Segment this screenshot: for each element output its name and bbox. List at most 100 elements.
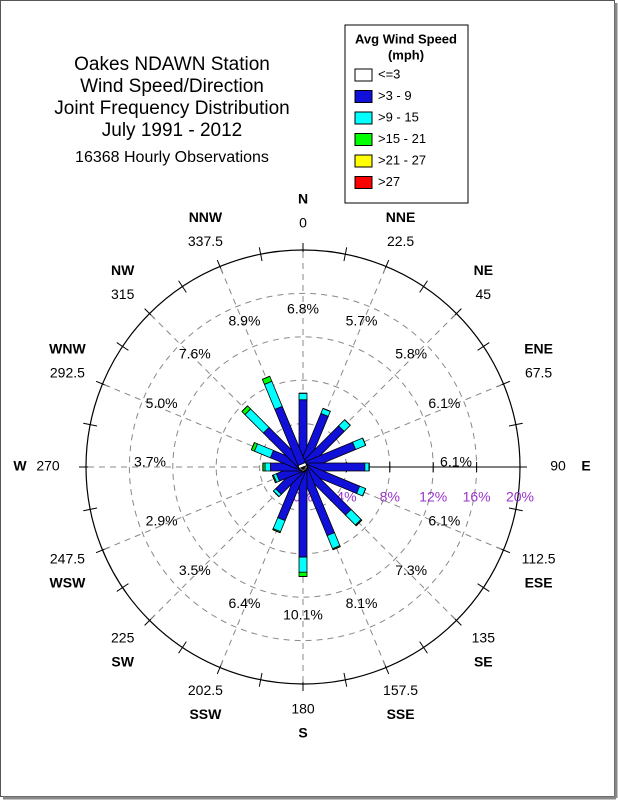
compass-label: W <box>13 458 27 474</box>
circle-tick <box>258 672 263 687</box>
title-line: Joint Frequency Distribution <box>54 98 290 119</box>
angle-label: 112.5 <box>522 551 556 567</box>
circle-tick <box>477 342 490 351</box>
compass-label: NNW <box>189 209 223 225</box>
direction-total: 8.9% <box>228 312 260 328</box>
circle-tick <box>116 342 129 351</box>
direction-total: 6.1% <box>440 454 472 470</box>
petal-segment <box>262 375 270 380</box>
circle-tick <box>178 280 187 293</box>
petal-segment <box>344 419 351 426</box>
direction-total: 3.7% <box>134 454 166 470</box>
circle-tick <box>343 672 348 687</box>
radial-tick-label: 16% <box>463 489 491 505</box>
compass-label: ENE <box>524 341 553 357</box>
legend-swatch <box>354 176 373 189</box>
direction-total: 5.0% <box>146 395 178 411</box>
radial-tick-label: 12% <box>419 489 447 505</box>
compass-label: N <box>298 191 308 207</box>
circle-tick <box>83 422 98 427</box>
compass-label: SW <box>111 654 134 670</box>
petal-segment <box>298 571 308 577</box>
petal-segment <box>298 392 308 401</box>
legend-label: >3 - 9 <box>378 88 412 103</box>
legend-label: >9 - 15 <box>378 109 419 124</box>
legend-label: >15 - 21 <box>378 131 426 146</box>
circle-tick <box>477 583 490 592</box>
compass-label: SSE <box>387 706 415 722</box>
radial-tick-label: 20% <box>506 489 534 505</box>
angle-label: 157.5 <box>383 682 418 698</box>
petal-segment <box>362 488 367 497</box>
circle-tick <box>508 422 523 427</box>
petal-segment <box>332 546 341 551</box>
compass-label: E <box>581 458 590 474</box>
legend-swatch <box>354 111 373 125</box>
petal-segment <box>250 442 255 451</box>
angle-label: 247.5 <box>50 551 85 567</box>
direction-total: 10.1% <box>283 607 323 623</box>
circle-tick <box>116 583 129 592</box>
angle-label: 292.5 <box>50 365 85 381</box>
petal-segment <box>264 462 271 472</box>
angle-label: 67.5 <box>525 365 552 381</box>
title-line: July 1991 - 2012 <box>102 120 243 141</box>
compass-label: WNW <box>49 341 86 357</box>
petal-segment <box>355 519 363 527</box>
petal-segment <box>272 475 276 483</box>
compass-label: ESE <box>525 575 553 591</box>
legend-title: Avg Wind Speed <box>355 31 457 46</box>
angle-label: 180 <box>291 701 315 717</box>
petal-segment <box>298 556 308 573</box>
angle-label: 225 <box>111 630 135 646</box>
radial-tick-label: 8% <box>380 489 400 505</box>
compass-label: S <box>298 725 307 741</box>
angle-label: 45 <box>476 286 492 302</box>
direction-total: 5.7% <box>346 312 378 328</box>
direction-total: 7.3% <box>395 562 427 578</box>
direction-total: 6.8% <box>287 301 319 317</box>
petal-segment <box>362 437 367 446</box>
direction-total: 6.1% <box>428 395 460 411</box>
direction-total: 5.8% <box>395 346 427 362</box>
legend-swatch <box>354 133 373 146</box>
angle-label: 337.5 <box>188 233 223 249</box>
direction-total: 3.5% <box>179 562 211 578</box>
compass-label: NE <box>474 262 493 278</box>
compass-label: NNE <box>386 209 416 225</box>
direction-total: 6.4% <box>228 595 260 611</box>
direction-total: 6.1% <box>428 512 460 528</box>
compass-label: SE <box>474 654 493 670</box>
petal-segment <box>322 407 331 412</box>
angle-label: 315 <box>111 286 135 302</box>
spoke <box>102 466 304 551</box>
angle-label: 22.5 <box>387 233 414 249</box>
angle-label: 202.5 <box>188 682 223 698</box>
angle-label: 90 <box>550 458 566 474</box>
petal-segment <box>273 490 280 497</box>
compass-label: NW <box>111 262 135 278</box>
legend-swatch <box>354 90 373 103</box>
angle-label: 270 <box>36 458 60 474</box>
legend-label: >27 <box>378 174 400 189</box>
circle-tick <box>258 247 263 262</box>
petal-segment <box>364 462 370 472</box>
circle-tick <box>419 280 428 293</box>
circle-tick <box>343 247 348 262</box>
legend-title: (mph) <box>388 47 424 62</box>
subtitle: 16368 Hourly Observations <box>75 149 269 166</box>
direction-total: 8.1% <box>346 595 378 611</box>
angle-label: 0 <box>299 215 307 231</box>
compass-label: WSW <box>50 575 87 591</box>
compass-label: SSW <box>189 706 222 722</box>
direction-total: 7.6% <box>179 346 211 362</box>
circle-tick <box>508 507 523 512</box>
legend-swatch <box>354 154 373 168</box>
legend-swatch <box>354 68 373 82</box>
title-line: Oakes NDAWN Station <box>74 54 270 75</box>
legend-label: <=3 <box>378 66 400 81</box>
legend-label: >21 - 27 <box>378 152 426 167</box>
direction-total: 2.9% <box>146 512 178 528</box>
petal-segment <box>241 405 248 412</box>
